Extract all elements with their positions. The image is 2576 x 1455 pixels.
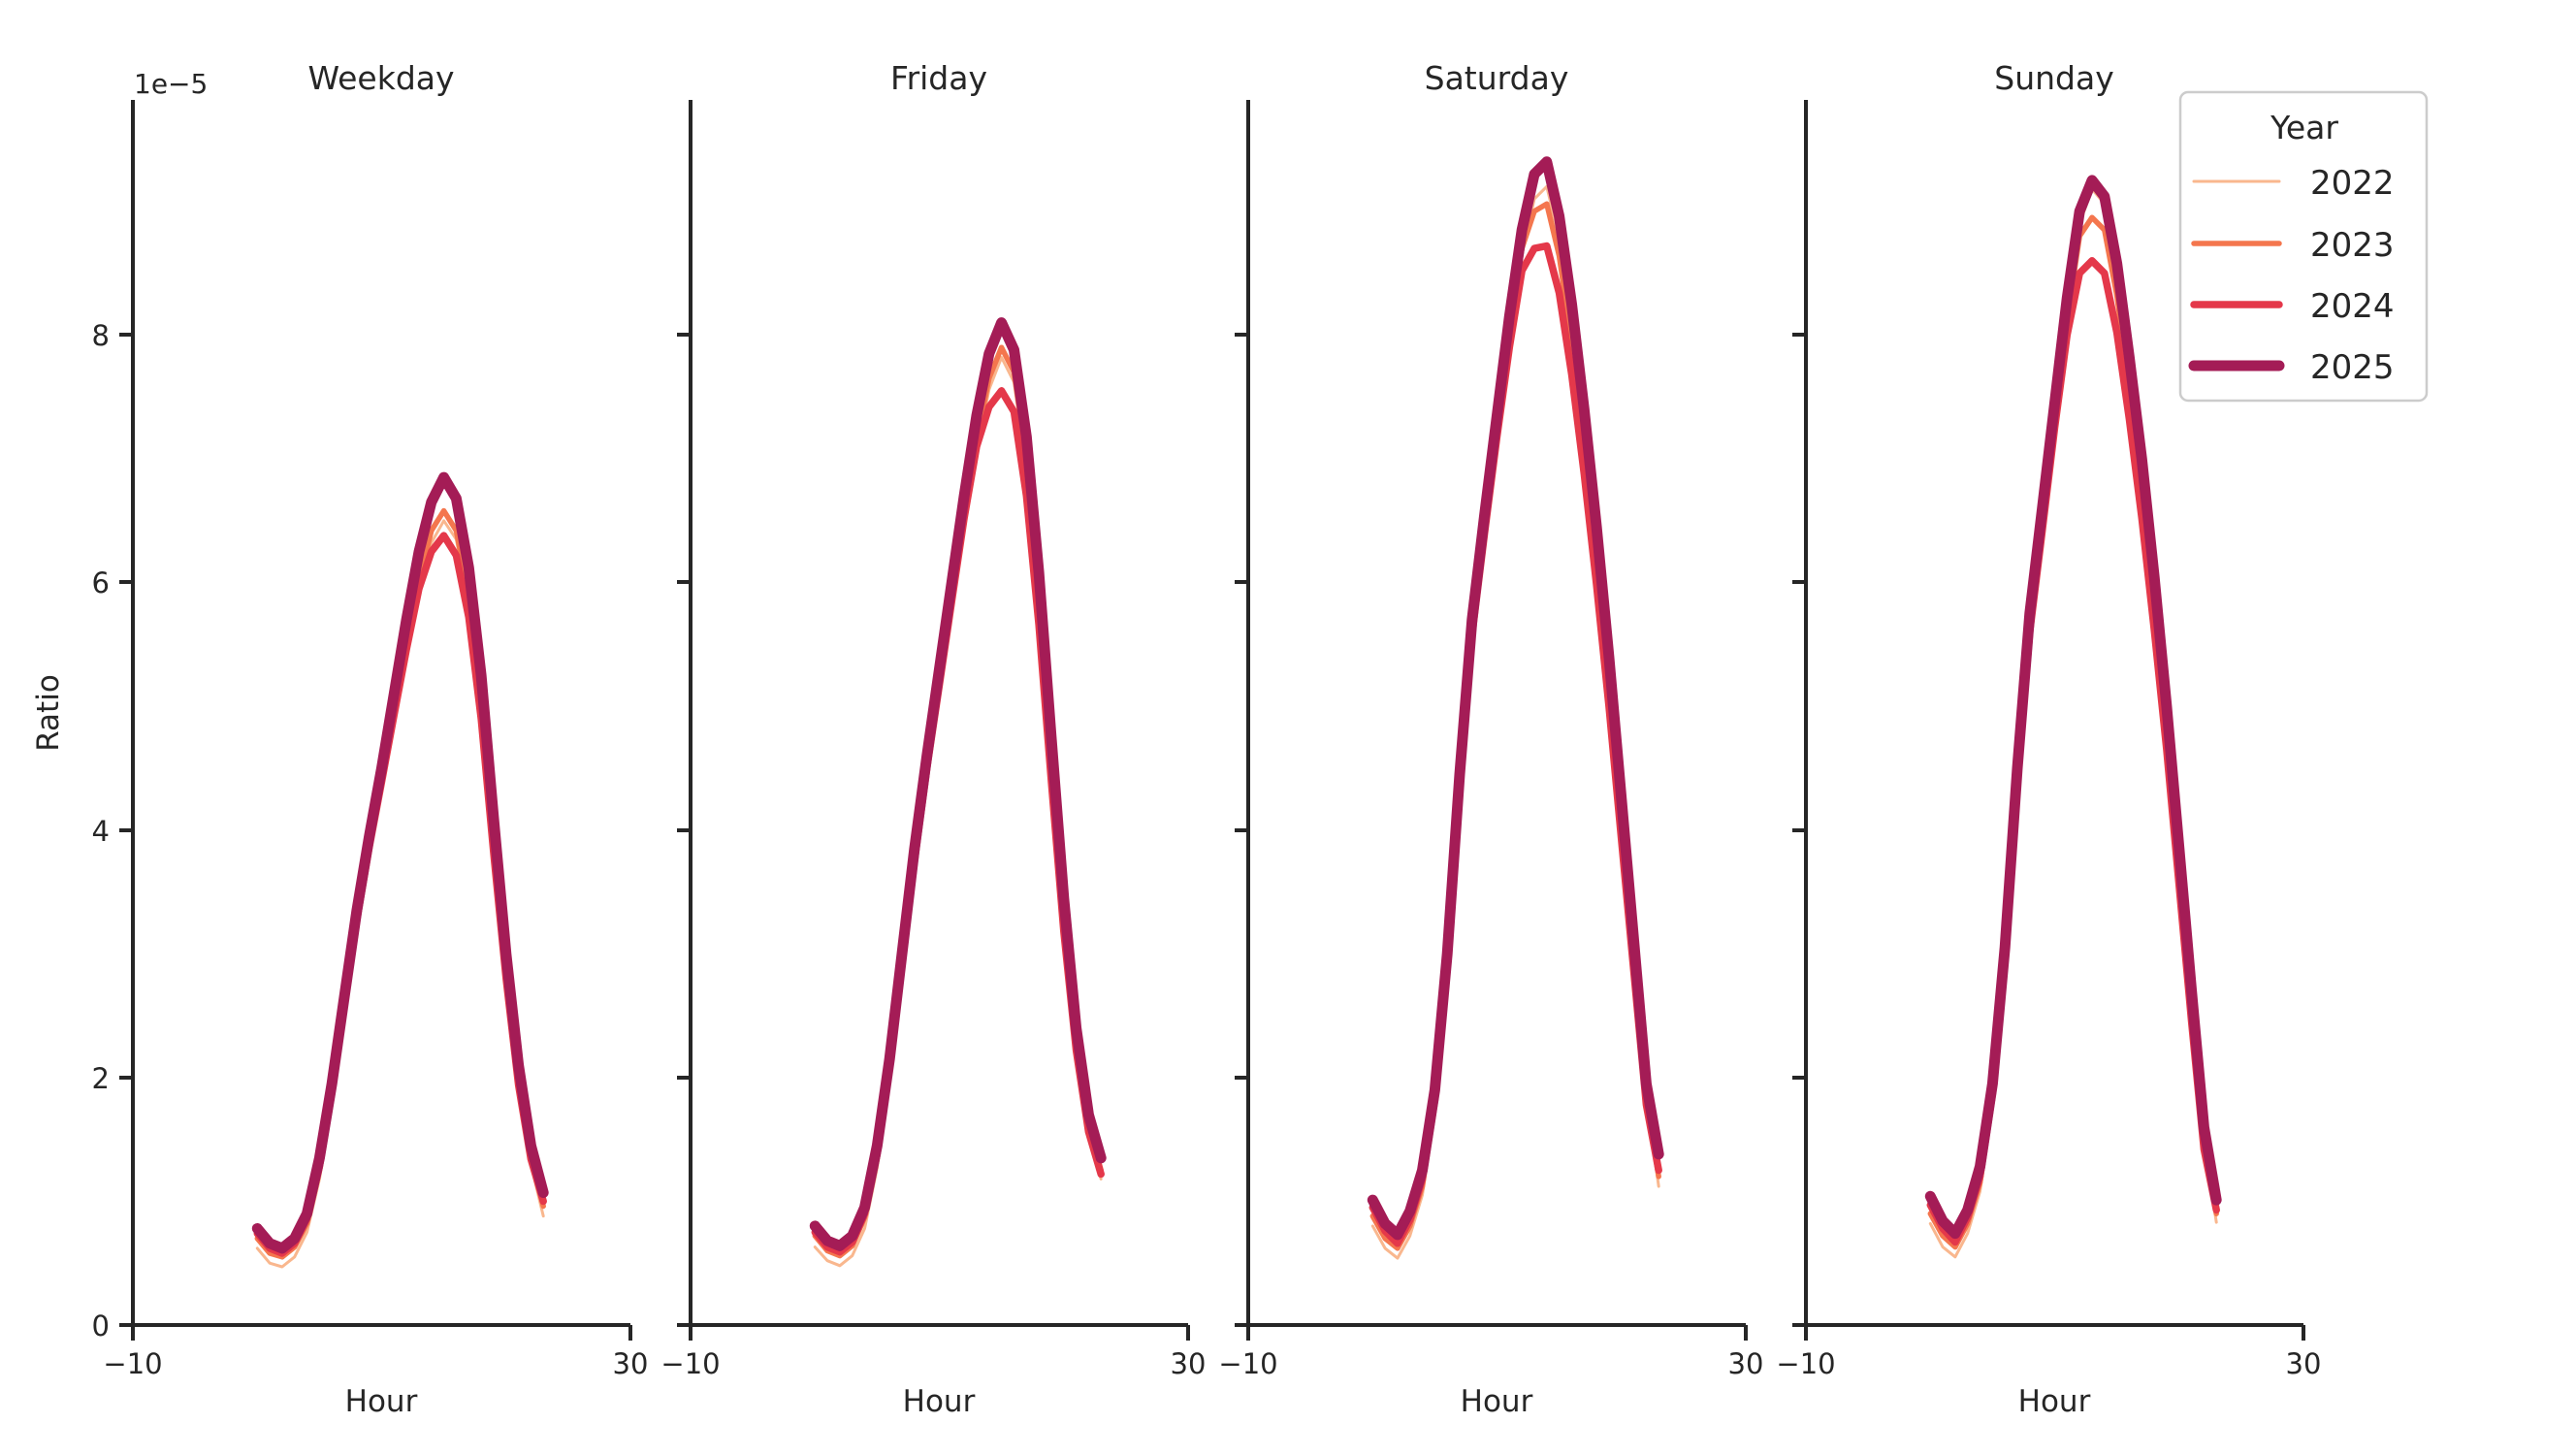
legend-entry-2022: 2022: [2192, 164, 2395, 203]
panel-title: Sunday: [1994, 59, 2113, 97]
ytick-label-2: 2: [92, 1062, 110, 1095]
x-axis-label: Hour: [345, 1384, 418, 1419]
legend-label-2025: 2025: [2310, 348, 2395, 387]
ytick-label-6: 6: [92, 566, 110, 599]
xtick-label-right: 30: [1728, 1347, 1764, 1380]
xtick-label-left: −10: [660, 1347, 720, 1380]
legend-entry-2023: 2023: [2191, 226, 2395, 265]
legend-label-2022: 2022: [2310, 164, 2395, 203]
xtick-label-left: −10: [1218, 1347, 1277, 1380]
x-axis-label: Hour: [903, 1384, 976, 1419]
panel-title: Saturday: [1425, 59, 1569, 97]
xtick-label-right: 30: [1171, 1347, 1207, 1380]
panel-title: Friday: [890, 59, 987, 97]
xtick-label-left: −10: [103, 1347, 162, 1380]
series-group-sunday: [1924, 175, 2222, 1259]
legend-box: [2178, 90, 2429, 403]
panel-friday: −10 30 Friday Hour: [660, 59, 1206, 1419]
series-group-saturday: [1367, 156, 1664, 1260]
y-axis-offset-label: 1e−5: [134, 68, 208, 100]
legend-entry-2025: 2025: [2188, 348, 2395, 387]
ytick-label-0: 0: [92, 1310, 110, 1342]
panel-saturday: −10 30 Saturday Hour: [1218, 59, 1763, 1419]
y-axis-label: Ratio: [31, 674, 66, 752]
panel-weekday: 0 2 4 6 8 1e−5 Ratio −10 30 Weekday Hour: [31, 59, 648, 1419]
line-sunday-2022: [1928, 187, 2218, 1259]
line-friday-2025: [809, 317, 1107, 1251]
xtick-label-right: 30: [2286, 1347, 2322, 1380]
ytick-label-8: 8: [92, 319, 110, 352]
line-weekday-2025: [251, 471, 549, 1254]
line-saturday-2025: [1367, 156, 1664, 1241]
legend-title: Year: [2270, 109, 2338, 146]
series-group-friday: [809, 317, 1107, 1268]
series-group-weekday: [251, 471, 549, 1269]
x-axis-label: Hour: [1461, 1384, 1533, 1419]
legend-label-2024: 2024: [2310, 287, 2395, 326]
legend-entry-2024: 2024: [2190, 287, 2395, 326]
line-sunday-2025: [1924, 175, 2222, 1240]
x-axis-label: Hour: [2018, 1384, 2091, 1419]
ytick-label-4: 4: [92, 815, 110, 848]
panel-title: Weekday: [307, 59, 454, 97]
legend-label-2023: 2023: [2310, 226, 2395, 265]
xtick-label-right: 30: [613, 1347, 649, 1380]
panel-sunday: −10 30 Sunday Hour: [1776, 59, 2321, 1419]
legend: Year 2022 2023 2024 2025: [2178, 90, 2429, 403]
xtick-label-left: −10: [1776, 1347, 1835, 1380]
